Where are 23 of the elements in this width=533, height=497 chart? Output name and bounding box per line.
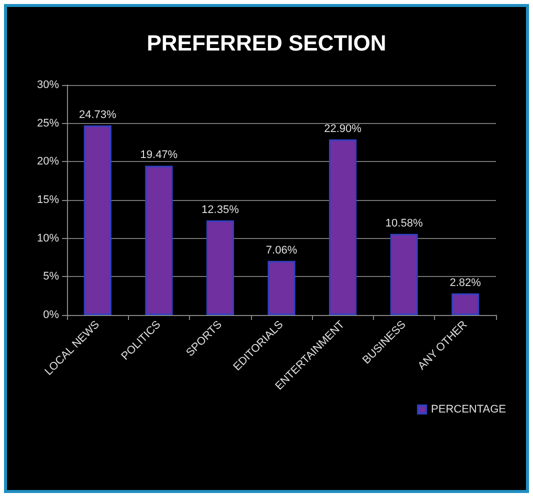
bar xyxy=(452,293,480,315)
y-tick-label: 20% xyxy=(36,156,60,168)
data-label: 2.82% xyxy=(450,276,482,289)
bar xyxy=(206,220,234,315)
y-tick-label: 25% xyxy=(36,117,60,130)
bar xyxy=(268,260,296,315)
y-tick-label: 30% xyxy=(36,79,60,91)
data-label: 19.47% xyxy=(140,149,178,162)
bar xyxy=(84,125,112,315)
data-label: 7.06% xyxy=(266,244,298,256)
y-tick-label: 0% xyxy=(43,309,60,321)
data-label: 24.73% xyxy=(78,108,117,121)
bar xyxy=(390,234,418,315)
legend-label: PERCENTAGE xyxy=(431,404,506,416)
y-tick-label: 15% xyxy=(36,194,60,206)
bar xyxy=(328,139,357,315)
chart-title: PREFERRED SECTION xyxy=(146,30,386,56)
data-label: 12.35% xyxy=(202,204,240,216)
y-tick-label: 5% xyxy=(43,270,60,283)
bar xyxy=(145,166,173,315)
data-label: 10.58% xyxy=(385,217,423,230)
data-label: 22.90% xyxy=(324,122,362,135)
y-tick-label: 10% xyxy=(36,232,60,244)
